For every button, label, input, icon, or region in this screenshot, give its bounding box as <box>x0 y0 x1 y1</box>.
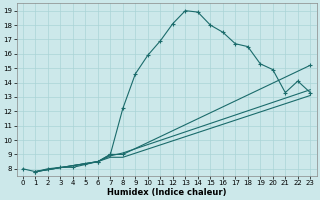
X-axis label: Humidex (Indice chaleur): Humidex (Indice chaleur) <box>107 188 226 197</box>
